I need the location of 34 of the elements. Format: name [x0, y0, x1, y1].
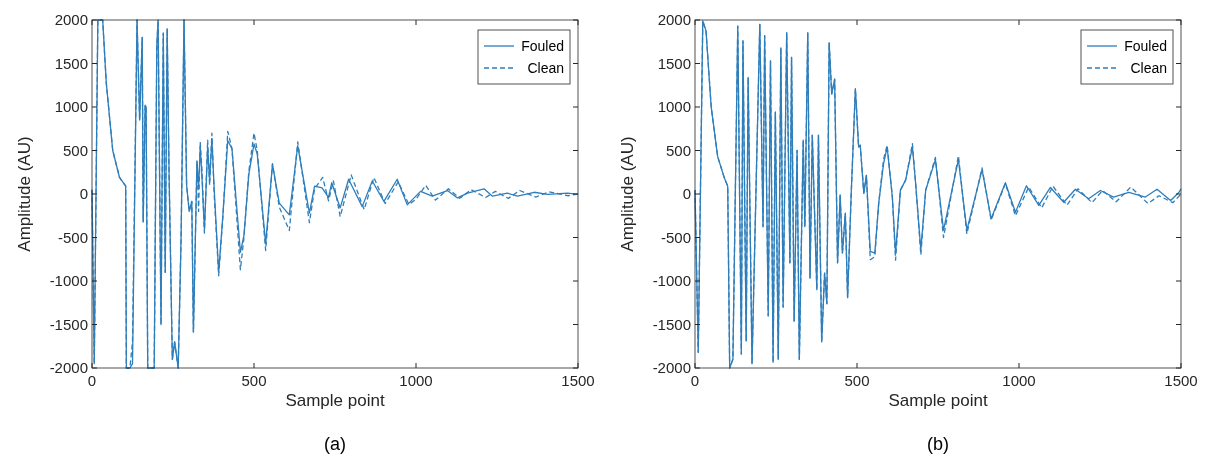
text: (b): [927, 434, 949, 454]
y-tick-label: 500: [62, 141, 88, 159]
y-tick-label: -2000: [49, 359, 88, 376]
y-tick-label: 1000: [54, 98, 88, 115]
text: (a): [324, 434, 346, 454]
legend-label: Fouled: [1124, 38, 1167, 54]
x-tick-label: 1000: [399, 372, 433, 389]
x-tick-label: 1500: [1164, 372, 1198, 389]
legend-label: Clean: [1130, 60, 1167, 76]
x-tick-label: 1000: [1002, 372, 1036, 389]
x-axis-title: Sample point: [285, 391, 385, 410]
y-tick-label: 500: [665, 141, 691, 159]
y-tick-label: 1500: [54, 54, 88, 72]
x-axis-title: Sample point: [888, 391, 988, 410]
y-axis-title: Amplitude (AU): [618, 136, 637, 252]
y-tick-label: 0: [682, 185, 691, 202]
y-tick-label: -1500: [652, 315, 691, 333]
legend-label: Clean: [527, 60, 564, 76]
legend-label: Fouled: [521, 38, 564, 54]
y-tick-label: -1500: [49, 315, 88, 333]
x-tick-label: 500: [241, 372, 267, 389]
y-tick-label: -1000: [49, 272, 88, 289]
y-tick-label: -2000: [652, 359, 691, 376]
y-axis-title: Amplitude (AU): [15, 136, 34, 252]
y-tick-label: 1500: [657, 54, 691, 72]
x-tick-label: 500: [844, 372, 870, 389]
y-tick-label: 0: [79, 185, 88, 202]
x-tick-label: 1500: [561, 372, 595, 389]
y-tick-label: 2000: [54, 11, 88, 28]
y-tick-label: 1000: [657, 98, 691, 115]
y-tick-label: -500: [57, 228, 88, 246]
y-tick-label: -500: [660, 228, 691, 246]
y-tick-label: 2000: [657, 11, 691, 28]
y-tick-label: -1000: [652, 272, 691, 289]
